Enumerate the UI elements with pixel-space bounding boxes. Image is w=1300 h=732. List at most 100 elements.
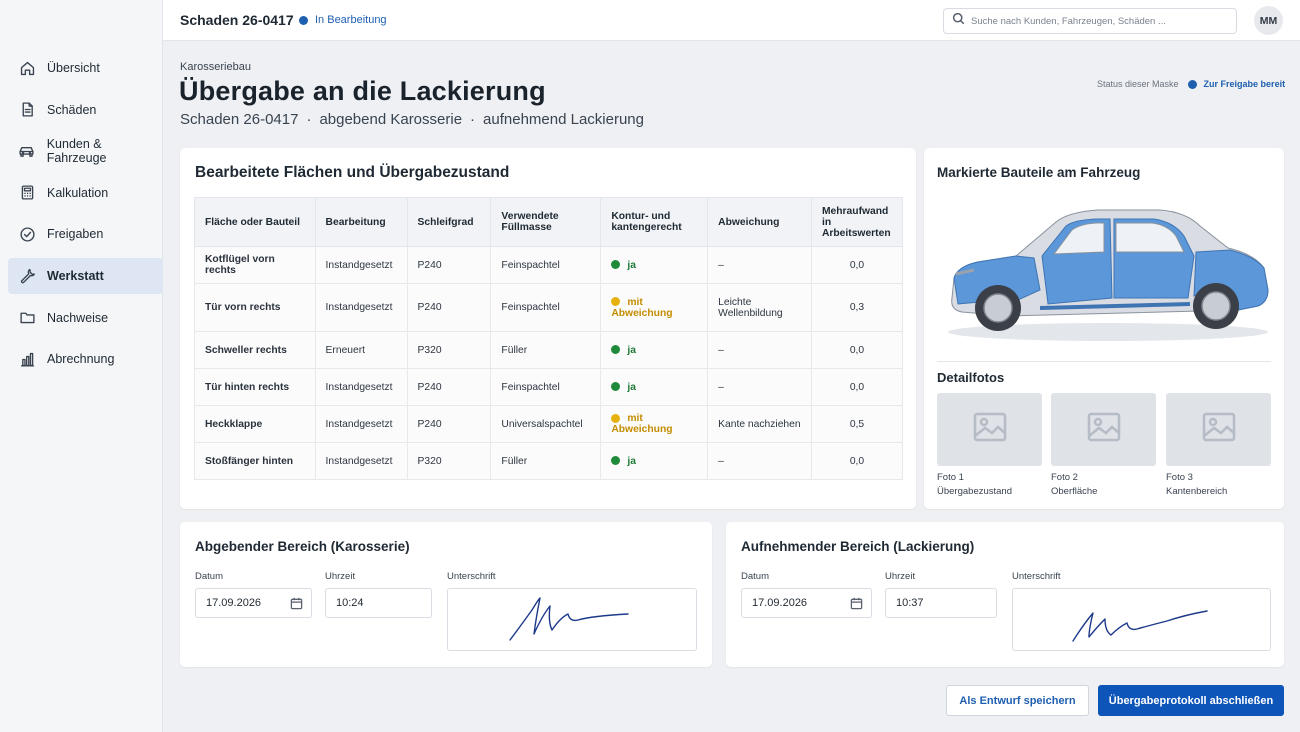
photo-thumbnail-1[interactable] — [937, 393, 1042, 466]
bar-chart-icon — [18, 350, 36, 368]
signature-drawing — [1072, 610, 1208, 642]
subtitle-separator: · — [306, 111, 312, 128]
cell-filler: Universalspachtel — [490, 405, 602, 443]
cell-grit: P320 — [406, 442, 492, 480]
date-field[interactable]: 17.09.2026 — [741, 588, 872, 618]
calendar-icon[interactable] — [850, 597, 863, 610]
signature-field[interactable] — [1012, 588, 1271, 651]
cell-extra-effort: 0,0 — [810, 442, 904, 480]
time-value: 10:24 — [336, 597, 364, 609]
cell-deviation: – — [707, 368, 812, 406]
time-field[interactable]: 10:37 — [885, 588, 997, 618]
photo-caption-1: Foto 1 Übergabezustand — [937, 471, 1012, 499]
date-field[interactable]: 17.09.2026 — [195, 588, 312, 618]
check-circle-icon — [18, 225, 36, 243]
search-icon — [952, 12, 965, 30]
signature-label: Unterschrift — [447, 571, 496, 582]
sidebar-nav: Übersicht Schäden Kunden & Fahrzeuge Kal… — [8, 50, 163, 383]
col-header-filler: Verwendete Füllmasse — [490, 197, 602, 247]
search-input[interactable] — [971, 15, 1221, 27]
case-title: Schaden 26-0417 — [180, 12, 294, 28]
sidebar-item-nachweise[interactable]: Nachweise — [8, 300, 163, 336]
photo-caption: Oberfläche — [1051, 486, 1098, 497]
sidebar-item-label: Freigaben — [47, 227, 104, 242]
status-ok-dot — [611, 456, 621, 466]
cell-deviation: – — [707, 331, 812, 369]
sidebar-item-kunden-fahrzeuge[interactable]: Kunden & Fahrzeuge — [8, 133, 163, 169]
status-warning-dot — [611, 413, 621, 423]
cell-deviation: – — [707, 246, 812, 284]
save-draft-button[interactable]: Als Entwurf speichern — [946, 685, 1089, 716]
cell-area: Tür hinten rechts — [194, 368, 316, 406]
signature-field[interactable] — [447, 588, 697, 651]
cell-filler: Füller — [490, 331, 602, 369]
case-status-badge: In Bearbeitung — [299, 14, 387, 26]
time-field[interactable]: 10:24 — [325, 588, 432, 618]
car-sill — [1039, 302, 1191, 310]
document-icon — [18, 101, 36, 119]
surfaces-title: Bearbeitete Flächen und Übergabezustand — [195, 164, 510, 181]
car-shadow — [948, 323, 1268, 341]
signature-label: Unterschrift — [1012, 571, 1061, 582]
cell-area: Schweller rechts — [194, 331, 316, 369]
table-row[interactable]: Tür vorn rechts Instandgesetzt P240 Feinspa… — [194, 283, 904, 332]
car-window-rear — [1115, 222, 1185, 253]
photo-caption-3: Foto 3 Kantenbereich — [1166, 471, 1227, 499]
photo-thumbnail-3[interactable] — [1166, 393, 1271, 466]
sidebar-item-label: Kunden & Fahrzeuge — [46, 137, 107, 166]
cell-grit: P240 — [406, 405, 492, 443]
handover-to-card: Aufnehmender Bereich (Lackierung) Datum … — [726, 522, 1284, 667]
date-value: 17.09.2026 — [752, 597, 808, 609]
table-row[interactable]: Stoßfänger hinten Instandgesetzt P320 Fülle… — [194, 442, 904, 480]
contour-status-text: ja — [627, 259, 636, 271]
cell-grit: P240 — [406, 368, 492, 406]
col-header-work: Bearbeitung — [314, 197, 408, 247]
page-title: Übergabe an die Lackierung — [179, 76, 546, 106]
avatar[interactable]: MM — [1254, 6, 1283, 35]
car-headlight — [955, 268, 975, 276]
sidebar-item-abrechnung[interactable]: Abrechnung — [8, 341, 163, 377]
mask-status-label: Status dieser Maske — [1097, 79, 1179, 89]
table-row[interactable]: Schweller rechts Erneuert P320 Füller ja –0,0 — [194, 331, 904, 369]
divider — [937, 361, 1271, 362]
table-row[interactable]: Tür hinten rechts Instandgesetzt P240 Feins… — [194, 368, 904, 406]
table-row[interactable]: Heckklappe Instandgesetzt P240 Universalspa… — [194, 405, 904, 443]
page-subtitle: Schaden 26-0417 · abgebend Karosserie · aufn… — [180, 111, 644, 128]
date-value: 17.09.2026 — [206, 597, 262, 609]
topbar: Schaden 26-0417 In Bearbeitung MM — [163, 0, 1300, 41]
sidebar-item-schaeden[interactable]: Schäden — [8, 92, 163, 128]
mask-status: Status dieser Maske Zur Freigabe bereit — [1097, 79, 1285, 89]
cell-contour: mit Abweichung — [600, 283, 709, 332]
contour-status-text: mit Abweichung — [611, 413, 673, 435]
sidebar-item-label: Werkstatt — [47, 268, 104, 283]
car-window-front — [1052, 222, 1105, 255]
image-placeholder-icon — [1202, 412, 1236, 447]
cell-deviation: Kante nachziehen — [707, 405, 812, 443]
sidebar-item-uebersicht[interactable]: Übersicht — [8, 50, 163, 86]
photo-label: Foto 1 — [937, 472, 964, 483]
cell-work: Instandgesetzt — [314, 283, 408, 332]
photo-label: Foto 3 — [1166, 472, 1193, 483]
cell-work: Instandgesetzt — [314, 246, 408, 284]
home-icon — [18, 59, 36, 77]
table-row[interactable]: Kotflügel vorn rechts Instandgesetzt P240 F… — [194, 246, 904, 284]
photo-thumbnail-2[interactable] — [1051, 393, 1156, 466]
finish-protocol-button[interactable]: Übergabeprotokoll abschließen — [1098, 685, 1284, 716]
cell-area: Tür vorn rechts — [194, 283, 316, 332]
cell-filler: Feinspachtel — [490, 283, 602, 332]
cell-grit: P240 — [406, 283, 492, 332]
handover-to-title: Aufnehmender Bereich (Lackierung) — [741, 539, 975, 554]
cell-filler: Füller — [490, 442, 602, 480]
search-box[interactable] — [943, 8, 1237, 34]
image-placeholder-icon — [1087, 412, 1121, 447]
cell-contour: ja — [600, 246, 709, 284]
sidebar-item-freigaben[interactable]: Freigaben — [8, 216, 163, 252]
cell-area: Stoßfänger hinten — [194, 442, 316, 480]
sidebar-item-kalkulation[interactable]: Kalkulation — [8, 175, 163, 211]
calendar-icon[interactable] — [290, 597, 303, 610]
sidebar-item-werkstatt[interactable]: Werkstatt — [8, 257, 163, 294]
col-header-area: Fläche oder Bauteil — [194, 197, 316, 247]
sidebar-item-label: Kalkulation — [47, 185, 109, 200]
table-header-row: Fläche oder Bauteil Bearbeitung Schleifg… — [194, 197, 904, 247]
time-label: Uhrzeit — [885, 571, 916, 582]
